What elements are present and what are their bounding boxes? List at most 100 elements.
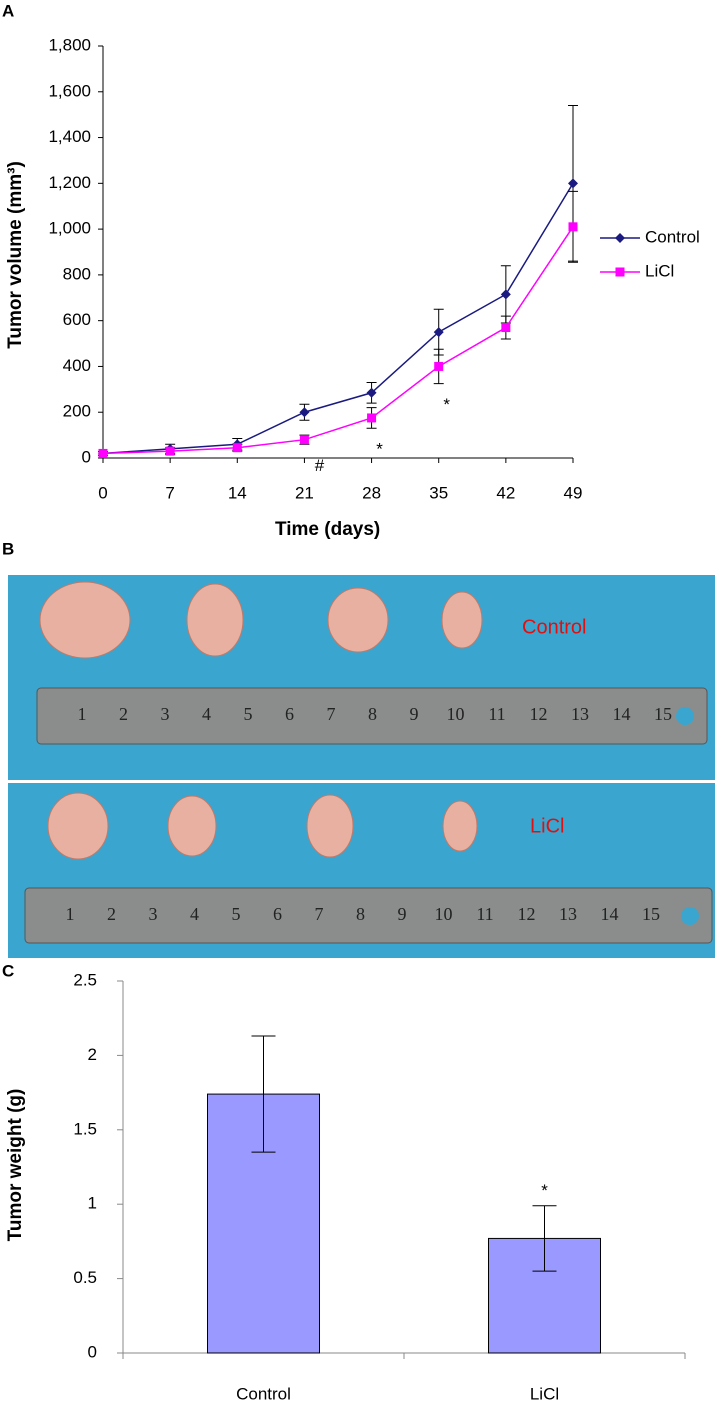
ruler-label: 5 (232, 904, 241, 924)
ruler-hole (676, 707, 694, 725)
ruler-label: 4 (190, 904, 199, 924)
y-tick-label: 800 (63, 264, 91, 283)
ruler-label: 2 (119, 704, 128, 724)
ruler-label: 4 (202, 704, 211, 724)
y-tick-label: 2 (88, 1045, 97, 1064)
annotation: # (315, 456, 325, 475)
ruler-label: 12 (518, 904, 536, 924)
y-tick-label: 400 (63, 356, 91, 375)
marker (501, 323, 511, 333)
y-tick-label: 1,200 (48, 173, 91, 192)
ruler-label: 9 (398, 904, 407, 924)
y-tick-label: 1,600 (48, 81, 91, 100)
ruler-label: 10 (435, 904, 453, 924)
y-axis-title: Tumor weight (g) (5, 1089, 26, 1242)
marker (500, 289, 511, 300)
y-tick-label: 0.5 (73, 1268, 97, 1287)
group-label: LiCl (530, 815, 564, 837)
tumor (327, 587, 389, 653)
panel-label: B (2, 539, 14, 558)
marker (98, 448, 108, 458)
marker (367, 413, 377, 423)
ruler-label: 1 (78, 704, 87, 724)
ruler-label: 3 (161, 704, 170, 724)
ruler-label: 1 (66, 904, 75, 924)
y-tick-label: 600 (63, 310, 91, 329)
y-tick-label: 1.5 (73, 1119, 97, 1138)
ruler-label: 8 (368, 704, 377, 724)
ruler-label: 3 (149, 904, 158, 924)
y-tick-label: 1,800 (48, 35, 91, 54)
tumor (167, 795, 217, 857)
ruler-label: 14 (613, 704, 631, 724)
y-tick-label: 1,000 (48, 219, 91, 238)
error-bar (532, 1205, 557, 1272)
ruler-hole (681, 907, 699, 925)
tumor (442, 800, 478, 852)
legend-marker (615, 267, 625, 277)
ruler-label: 12 (530, 704, 548, 724)
ruler-label: 11 (476, 904, 493, 924)
ruler-label: 15 (654, 704, 672, 724)
marker (366, 387, 377, 398)
y-axis-title: Tumor volume (mm³) (5, 161, 26, 349)
ruler-label: 6 (285, 704, 294, 724)
ruler-label: 7 (315, 904, 324, 924)
marker (232, 443, 242, 453)
ruler-label: 13 (559, 904, 577, 924)
x-tick-label: LiCl (530, 1384, 559, 1403)
tumor (47, 792, 109, 860)
series-line (102, 182, 574, 455)
ruler-label: 11 (488, 704, 505, 724)
x-tick-label: 28 (362, 483, 381, 502)
marker (165, 446, 175, 456)
ruler-label: 9 (410, 704, 419, 724)
ruler-label: 2 (107, 904, 116, 924)
marker (299, 407, 310, 418)
x-tick-label: 42 (496, 483, 515, 502)
series-line (102, 226, 574, 455)
panel-label: A (2, 1, 14, 20)
y-tick-label: 1 (88, 1194, 97, 1213)
tumor (441, 591, 483, 649)
tumor (306, 794, 354, 858)
ruler-label: 13 (571, 704, 589, 724)
marker (299, 435, 309, 445)
ruler-label: 14 (601, 904, 619, 924)
legend-label: Control (645, 227, 700, 246)
marker (568, 222, 578, 232)
y-tick-label: 200 (63, 402, 91, 421)
ruler (36, 687, 708, 745)
tumor (186, 583, 244, 657)
ruler-label: 5 (244, 704, 253, 724)
x-tick-label: 0 (98, 483, 107, 502)
ruler-label: 7 (327, 704, 336, 724)
error-bar (251, 1035, 276, 1153)
y-tick-label: 0 (88, 1342, 97, 1361)
x-tick-label: 14 (228, 483, 247, 502)
legend-marker (615, 233, 625, 243)
ruler-label: 6 (273, 904, 282, 924)
y-tick-label: 0 (82, 447, 91, 466)
tumor (39, 581, 131, 659)
x-tick-label: 21 (295, 483, 314, 502)
ruler-label: 8 (356, 904, 365, 924)
y-tick-label: 2.5 (73, 970, 97, 989)
annotation: * (541, 1181, 548, 1200)
x-tick-label: Control (236, 1384, 291, 1403)
ruler (24, 887, 713, 944)
panel-label: C (2, 961, 14, 980)
legend-label: LiCl (645, 261, 674, 280)
marker (433, 327, 444, 338)
group-label: Control (522, 616, 586, 638)
marker (434, 361, 444, 371)
x-tick-label: 49 (564, 483, 583, 502)
marker (568, 178, 578, 189)
x-axis-title: Time (days) (275, 519, 380, 540)
y-tick-label: 1,400 (48, 127, 91, 146)
ruler-label: 10 (447, 704, 465, 724)
ruler-label: 15 (642, 904, 660, 924)
x-tick-label: 35 (429, 483, 448, 502)
